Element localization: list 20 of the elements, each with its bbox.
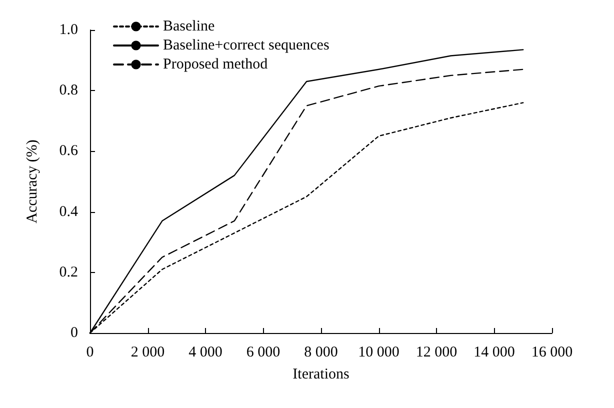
x-tick-label: 14 000 [474, 344, 515, 360]
x-tick-label: 8 000 [304, 344, 338, 360]
x-tick-label: 12 000 [416, 344, 458, 360]
y-tick-label: 0 [70, 325, 78, 341]
x-tick-label: 16 000 [531, 344, 573, 360]
y-tick-label: 0.6 [59, 143, 78, 160]
x-axis-title: Iterations [292, 366, 350, 382]
x-tick-label: 2 000 [130, 344, 165, 360]
x-tick-label: 6 000 [246, 344, 280, 360]
legend-label: Baseline [163, 18, 215, 34]
y-tick-label: 0.2 [59, 264, 78, 280]
legend-label: Proposed method [163, 56, 268, 72]
y-tick-label: 0.4 [59, 204, 78, 220]
x-tick-label: 4 000 [188, 344, 222, 360]
y-axis-title: Accuracy (%) [24, 140, 40, 224]
y-tick-label: 0.8 [59, 82, 78, 99]
x-tick-label: 10 000 [358, 344, 400, 360]
legend-label: Baseline+correct sequences [163, 38, 330, 54]
y-tick-label: 1.0 [59, 22, 78, 38]
x-tick-label: 0 [86, 344, 94, 360]
